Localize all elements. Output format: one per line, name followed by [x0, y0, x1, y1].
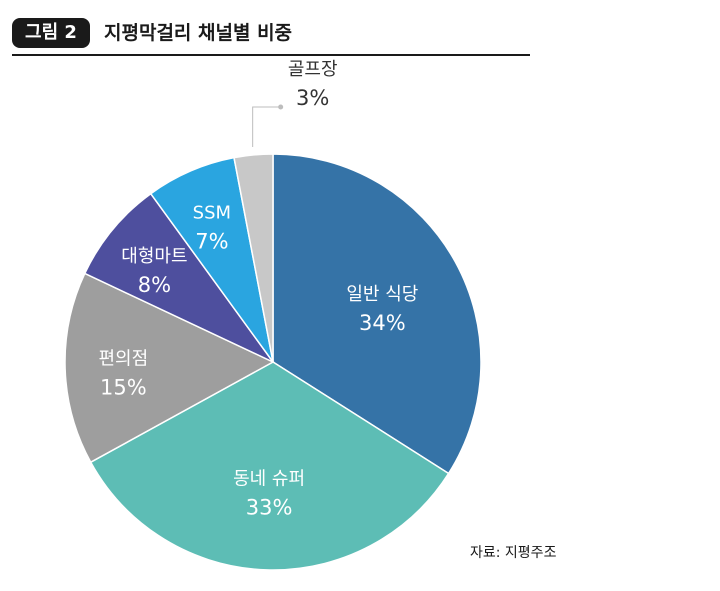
- pie-slice-2: [64, 272, 275, 464]
- slice-label: 골프장: [288, 59, 338, 80]
- figure-header: 그림 2 지평막걸리 채널별 비중: [12, 14, 530, 56]
- pie-slice-0: [272, 153, 482, 475]
- figure-number-badge: 그림 2: [12, 18, 90, 48]
- slice-label: 일반 식당: [346, 284, 418, 305]
- source-note: 자료: 지평주조: [470, 545, 557, 561]
- slice-value: 15%: [100, 376, 147, 400]
- leader-line: [252, 106, 281, 147]
- slice-value: 8%: [138, 273, 171, 297]
- chart-title: 지평막걸리 채널별 비중: [104, 22, 293, 44]
- slice-label: 편의점: [98, 349, 148, 370]
- slice-value: 34%: [359, 311, 406, 335]
- slice-label: SSM: [193, 203, 231, 224]
- leader-dot: [278, 104, 284, 110]
- slice-label: 동네 슈퍼: [233, 469, 305, 490]
- slice-value: 7%: [195, 230, 228, 254]
- pie-slice-3: [83, 192, 274, 363]
- slice-value: 3%: [296, 86, 329, 110]
- slice-value: 33%: [246, 496, 293, 520]
- pie-slice-1: [89, 361, 450, 571]
- slice-label: 대형마트: [121, 246, 187, 267]
- pie-slice-5: [233, 153, 274, 363]
